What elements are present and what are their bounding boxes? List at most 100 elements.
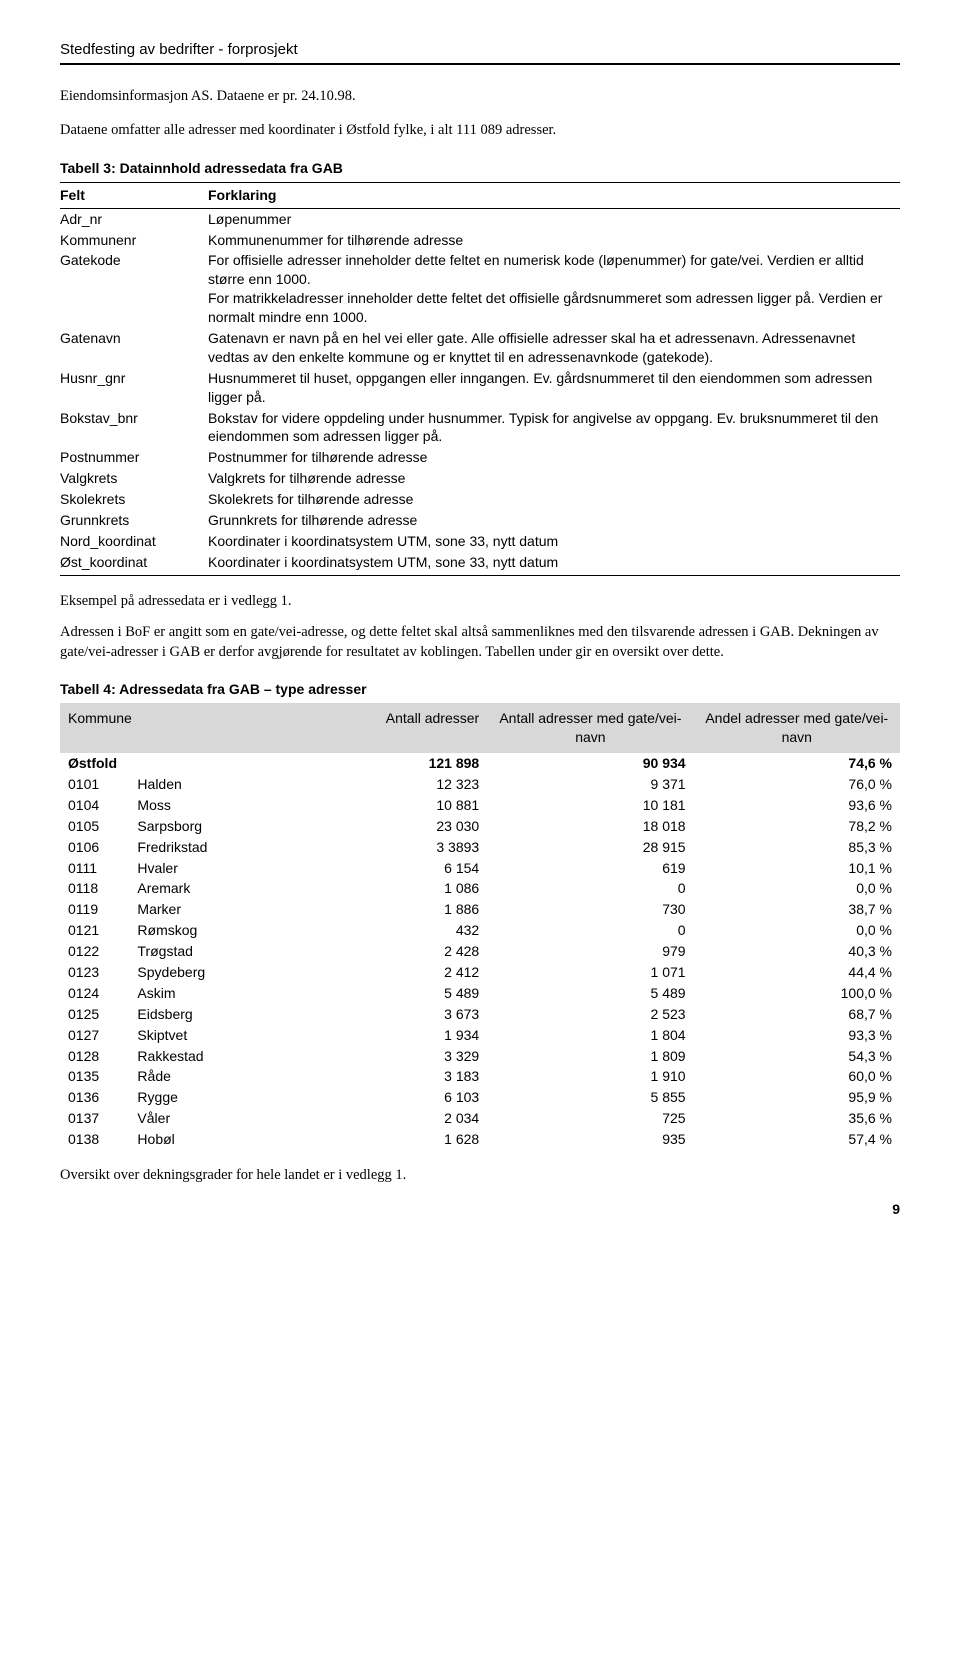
table4-cell: 3 673 <box>328 1004 488 1025</box>
table4-row: 0111Hvaler6 15461910,1 % <box>60 858 900 879</box>
table4-cell: 0125 <box>60 1004 129 1025</box>
table3-forklaring: Koordinater i koordinatsystem UTM, sone … <box>208 531 900 552</box>
table4-cell: 0101 <box>60 774 129 795</box>
table3-row: GrunnkretsGrunnkrets for tilhørende adre… <box>60 510 900 531</box>
table4-cell: 23 030 <box>328 816 488 837</box>
table4-cell: 0 <box>487 920 693 941</box>
table4-cell: 0124 <box>60 983 129 1004</box>
table4-cell: 0119 <box>60 899 129 920</box>
table3-forklaring: Skolekrets for tilhørende adresse <box>208 489 900 510</box>
table3-row: Nord_koordinatKoordinater i koordinatsys… <box>60 531 900 552</box>
table4-cell: Fredrikstad <box>129 837 327 858</box>
table4-cell: 0123 <box>60 962 129 983</box>
table4-cell: 0,0 % <box>694 878 900 899</box>
table3-felt: Skolekrets <box>60 489 208 510</box>
table3-forklaring: Bokstav for videre oppdeling under husnu… <box>208 408 900 448</box>
table3-forklaring: Postnummer for tilhørende adresse <box>208 447 900 468</box>
table3-felt: Adr_nr <box>60 208 208 229</box>
table4-head-kommune: Kommune <box>60 703 328 753</box>
table3-row: PostnummerPostnummer for tilhørende adre… <box>60 447 900 468</box>
table4-cell: 3 3893 <box>328 837 488 858</box>
table4-cell: Moss <box>129 795 327 816</box>
table3-row: Adr_nrLøpenummer <box>60 208 900 229</box>
table4-cell: 1 071 <box>487 962 693 983</box>
table4-cell: 2 523 <box>487 1004 693 1025</box>
table4-row: 0121Rømskog43200,0 % <box>60 920 900 941</box>
table4-row: 0136Rygge6 1035 85595,9 % <box>60 1087 900 1108</box>
table4-cell: 432 <box>328 920 488 941</box>
table4-cell: 40,3 % <box>694 941 900 962</box>
table3-felt: Kommunenr <box>60 230 208 251</box>
table3-felt: Gatekode <box>60 250 208 328</box>
table3-felt: Grunnkrets <box>60 510 208 531</box>
table4-cell: 95,9 % <box>694 1087 900 1108</box>
table4-row: 0104Moss10 88110 18193,6 % <box>60 795 900 816</box>
table4-cell: Eidsberg <box>129 1004 327 1025</box>
table3-head-felt: Felt <box>60 182 208 208</box>
table4-cell: 935 <box>487 1129 693 1150</box>
table4-cell: 10 181 <box>487 795 693 816</box>
table4-row: 0118Aremark1 08600,0 % <box>60 878 900 899</box>
table4-cell: 76,0 % <box>694 774 900 795</box>
table4-cell: 0105 <box>60 816 129 837</box>
table3-row: SkolekretsSkolekrets for tilhørende adre… <box>60 489 900 510</box>
mid-para-2: Adressen i BoF er angitt som en gate/vei… <box>60 623 900 662</box>
table4-cell: 1 886 <box>328 899 488 920</box>
table4-cell: 2 412 <box>328 962 488 983</box>
table3-forklaring: For offisielle adresser inneholder dette… <box>208 250 900 328</box>
table4-row: 0119Marker1 88673038,7 % <box>60 899 900 920</box>
table4-cell: 1 809 <box>487 1046 693 1067</box>
table4-cell: 1 934 <box>328 1025 488 1046</box>
table4-cell: 2 034 <box>328 1108 488 1129</box>
table4-cell: 0137 <box>60 1108 129 1129</box>
closing-para: Oversikt over dekningsgrader for hele la… <box>60 1166 900 1186</box>
table4-cell: Hobøl <box>129 1129 327 1150</box>
table4-cell: Hvaler <box>129 858 327 879</box>
table3-forklaring: Gatenavn er navn på en hel vei eller gat… <box>208 328 900 368</box>
table4-caption: Tabell 4: Adressedata fra GAB – type adr… <box>60 680 900 699</box>
table3-forklaring: Løpenummer <box>208 208 900 229</box>
intro-line-1: Eiendomsinformasjon AS. Dataene er pr. 2… <box>60 87 900 107</box>
table3-row: ValgkretsValgkrets for tilhørende adress… <box>60 468 900 489</box>
table4-cell: 0136 <box>60 1087 129 1108</box>
table4-cell: 0122 <box>60 941 129 962</box>
table4-cell: Spydeberg <box>129 962 327 983</box>
table4-cell: 730 <box>487 899 693 920</box>
table3-head-forklaring: Forklaring <box>208 182 900 208</box>
table4-total-c3: 74,6 % <box>694 753 900 774</box>
table4-cell: 5 489 <box>487 983 693 1004</box>
table3-felt: Gatenavn <box>60 328 208 368</box>
table4-row: 0135Råde3 1831 91060,0 % <box>60 1066 900 1087</box>
table4-cell: 85,3 % <box>694 837 900 858</box>
table4-row: 0127Skiptvet1 9341 80493,3 % <box>60 1025 900 1046</box>
table4-cell: 1 086 <box>328 878 488 899</box>
table4-cell: 3 329 <box>328 1046 488 1067</box>
mid-para-1: Eksempel på adressedata er i vedlegg 1. <box>60 592 900 612</box>
table4-cell: 28 915 <box>487 837 693 858</box>
table4-cell: 0127 <box>60 1025 129 1046</box>
table3-felt: Husnr_gnr <box>60 368 208 408</box>
table4-total-c1: 121 898 <box>328 753 488 774</box>
table3-felt: Øst_koordinat <box>60 552 208 575</box>
page-number: 9 <box>60 1200 900 1219</box>
table4-cell: 2 428 <box>328 941 488 962</box>
table4-head-antall-med: Antall adresser med gate/vei-navn <box>487 703 693 753</box>
table3-forklaring: Valgkrets for tilhørende adresse <box>208 468 900 489</box>
table4-cell: Marker <box>129 899 327 920</box>
table4-cell: 60,0 % <box>694 1066 900 1087</box>
table4-cell: 1 628 <box>328 1129 488 1150</box>
table4-cell: 1 804 <box>487 1025 693 1046</box>
table3-felt: Valgkrets <box>60 468 208 489</box>
table4-cell: 0 <box>487 878 693 899</box>
table4-cell: 10 881 <box>328 795 488 816</box>
table4-head-antall: Antall adresser <box>328 703 488 753</box>
table3-forklaring: Husnummeret til huset, oppgangen eller i… <box>208 368 900 408</box>
table4-cell: Skiptvet <box>129 1025 327 1046</box>
table4-cell: 68,7 % <box>694 1004 900 1025</box>
page-header: Stedfesting av bedrifter - forprosjekt <box>60 40 900 65</box>
table4-cell: 0,0 % <box>694 920 900 941</box>
table4-cell: Aremark <box>129 878 327 899</box>
table4-cell: Halden <box>129 774 327 795</box>
table4-cell: 78,2 % <box>694 816 900 837</box>
table4-cell: 44,4 % <box>694 962 900 983</box>
